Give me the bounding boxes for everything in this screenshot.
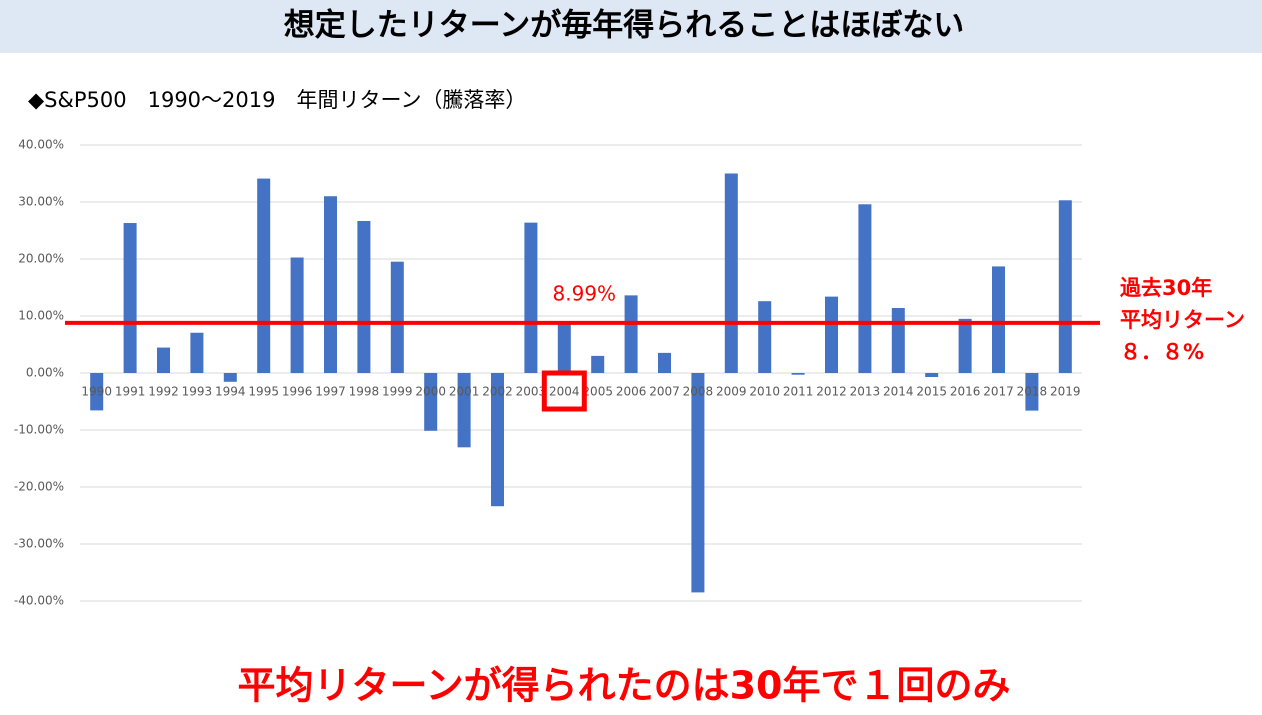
bar xyxy=(524,222,538,373)
x-tick-label: 2015 xyxy=(916,385,947,399)
x-tick-label: 1990 xyxy=(81,385,112,399)
average-label: 過去30年 xyxy=(1120,276,1212,300)
x-tick-label: 2014 xyxy=(883,385,914,399)
bar xyxy=(157,347,170,373)
bar xyxy=(658,352,671,373)
bar xyxy=(992,266,1005,373)
x-tick-label: 2007 xyxy=(649,385,680,399)
x-tick-label: 1998 xyxy=(349,385,380,399)
bar xyxy=(290,257,304,373)
bar xyxy=(424,373,438,431)
x-tick-label: 1995 xyxy=(248,385,279,399)
y-tick-label: 30.00% xyxy=(18,195,64,209)
x-tick-label: 1993 xyxy=(182,385,213,399)
y-tick-label: -10.00% xyxy=(14,423,64,437)
x-tick-label: 2000 xyxy=(415,385,446,399)
value-label: 8.99% xyxy=(553,281,617,305)
x-tick-label: 2017 xyxy=(983,385,1014,399)
x-tick-label: 2013 xyxy=(850,385,881,399)
bar xyxy=(457,373,471,448)
x-tick-label: 2018 xyxy=(1017,385,1048,399)
highlight-box xyxy=(541,370,587,412)
x-tick-label: 2009 xyxy=(716,385,747,399)
x-tick-label: 2002 xyxy=(482,385,513,399)
x-tick-label: 2004 xyxy=(549,385,580,399)
x-tick-label: 2010 xyxy=(749,385,780,399)
bar xyxy=(791,373,805,375)
x-tick-label: 2012 xyxy=(816,385,847,399)
chart-title: ◆S&P500 1990〜2019 年間リターン（騰落率） xyxy=(28,88,526,112)
bar xyxy=(825,296,838,373)
bar xyxy=(724,173,738,373)
y-tick-label: -40.00% xyxy=(14,594,64,608)
bar xyxy=(891,308,905,373)
x-tick-label: 2008 xyxy=(683,385,714,399)
bar xyxy=(691,373,705,593)
x-tick-label: 1991 xyxy=(115,385,146,399)
x-tick-label: 2011 xyxy=(783,385,814,399)
bar xyxy=(557,321,571,373)
bar xyxy=(624,295,638,373)
y-tick-label: 0.00% xyxy=(26,366,64,380)
x-tick-label: 1997 xyxy=(315,385,346,399)
y-tick-label: -30.00% xyxy=(14,537,64,551)
bar xyxy=(491,373,504,507)
bar xyxy=(1058,200,1072,373)
average-label: ８．８% xyxy=(1120,340,1204,364)
bar xyxy=(958,318,972,373)
average-label: 平均リターン xyxy=(1120,308,1245,332)
bar xyxy=(357,220,371,373)
x-tick-label: 2006 xyxy=(616,385,647,399)
bar xyxy=(190,332,204,373)
slide-title: 想定したリターンが毎年得られることはほぼない xyxy=(284,8,964,44)
x-tick-label: 1992 xyxy=(148,385,179,399)
x-tick-label: 2001 xyxy=(449,385,480,399)
bar xyxy=(591,355,605,373)
header-band xyxy=(0,0,1262,53)
footer-note: 平均リターンが得られたのは30年で１回のみ xyxy=(238,664,1011,708)
x-tick-label: 2016 xyxy=(950,385,981,399)
bar xyxy=(858,204,872,373)
x-tick-label: 1994 xyxy=(215,385,246,399)
bar xyxy=(257,178,271,373)
bar xyxy=(1025,373,1039,411)
x-tick-label: 2019 xyxy=(1050,385,1081,399)
bar xyxy=(390,261,404,373)
bar xyxy=(123,223,137,373)
bar xyxy=(925,373,939,377)
x-tick-label: 2003 xyxy=(516,385,547,399)
bar xyxy=(758,301,772,373)
y-tick-label: 20.00% xyxy=(18,252,64,266)
bar xyxy=(90,373,104,411)
x-tick-label: 1996 xyxy=(282,385,313,399)
y-tick-label: 40.00% xyxy=(18,138,64,152)
bar xyxy=(324,196,337,373)
bar xyxy=(223,373,237,382)
y-tick-label: -20.00% xyxy=(14,480,64,494)
x-tick-label: 1999 xyxy=(382,385,413,399)
x-tick-label: 2005 xyxy=(582,385,613,399)
y-tick-label: 10.00% xyxy=(18,309,64,323)
